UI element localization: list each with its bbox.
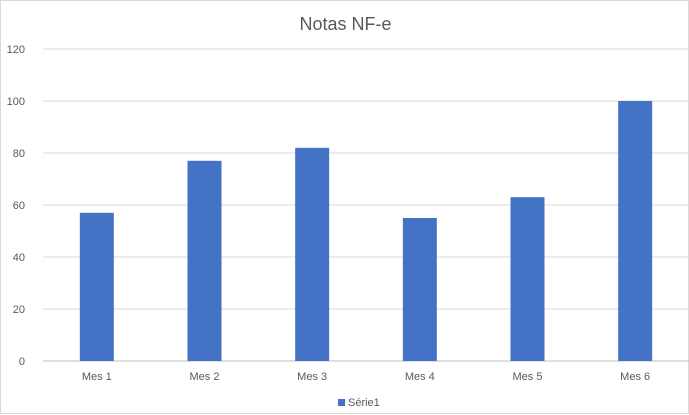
x-category-label: Mes 3 bbox=[297, 371, 327, 383]
y-tick-label: 80 bbox=[13, 148, 25, 160]
x-category-label: Mes 1 bbox=[82, 371, 112, 383]
y-tick-label: 60 bbox=[13, 200, 25, 212]
x-category-label: Mes 4 bbox=[405, 371, 435, 383]
y-tick-label: 0 bbox=[19, 356, 25, 368]
bar bbox=[402, 218, 437, 361]
legend-swatch bbox=[338, 399, 345, 406]
bar bbox=[510, 197, 545, 361]
gridlines bbox=[43, 48, 689, 362]
legend: Série1 bbox=[338, 397, 380, 409]
y-axis-ticks: 0 20 40 60 80 100 120 bbox=[7, 44, 25, 368]
y-tick-label: 100 bbox=[7, 96, 25, 108]
chart-title: Notas NF-e bbox=[299, 14, 392, 34]
x-category-label: Mes 2 bbox=[190, 371, 220, 383]
y-tick-label: 20 bbox=[13, 304, 25, 316]
bar bbox=[618, 101, 653, 361]
bar bbox=[295, 147, 330, 361]
legend-label: Série1 bbox=[348, 397, 380, 409]
bar bbox=[187, 160, 222, 361]
bar bbox=[79, 212, 114, 361]
x-category-label: Mes 6 bbox=[620, 371, 650, 383]
y-tick-label: 40 bbox=[13, 252, 25, 264]
y-tick-label: 120 bbox=[7, 44, 25, 56]
bars bbox=[79, 101, 653, 361]
x-axis-categories: Mes 1 Mes 2 Mes 3 Mes 4 Mes 5 Mes 6 bbox=[82, 371, 650, 383]
x-category-label: Mes 5 bbox=[513, 371, 543, 383]
